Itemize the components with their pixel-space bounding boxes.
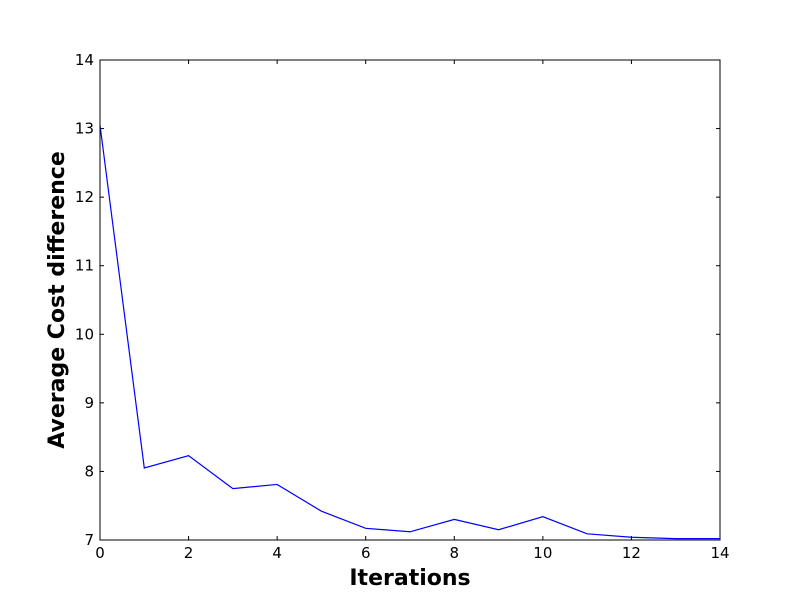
plot-frame — [99, 59, 721, 541]
y-tick-label: 10 — [75, 325, 94, 343]
y-tick-label: 12 — [75, 188, 94, 206]
x-tick-label: 12 — [622, 544, 641, 562]
y-axis-title: Average Cost difference — [45, 151, 70, 448]
y-tick-label: 11 — [75, 257, 94, 275]
series-layer — [99, 125, 720, 540]
y-tick-label: 7 — [84, 531, 94, 549]
x-tick-label: 8 — [450, 544, 460, 562]
y-tick-label: 14 — [75, 51, 94, 69]
y-tick-label: 13 — [75, 120, 94, 138]
x-tick-label: 6 — [361, 544, 371, 562]
x-axis-ticks: 0 2 4 6 8 10 12 14 — [95, 60, 730, 562]
x-tick-label: 14 — [710, 544, 729, 562]
x-tick-label: 10 — [533, 544, 552, 562]
x-axis-title: Iterations — [349, 566, 470, 591]
series-line — [99, 125, 720, 540]
y-tick-label: 9 — [84, 394, 94, 412]
y-tick-label: 8 — [84, 462, 94, 480]
x-tick-label: 4 — [272, 544, 282, 562]
plot-background — [100, 60, 720, 540]
x-tick-label: 2 — [184, 544, 194, 562]
x-tick-label: 0 — [95, 544, 105, 562]
